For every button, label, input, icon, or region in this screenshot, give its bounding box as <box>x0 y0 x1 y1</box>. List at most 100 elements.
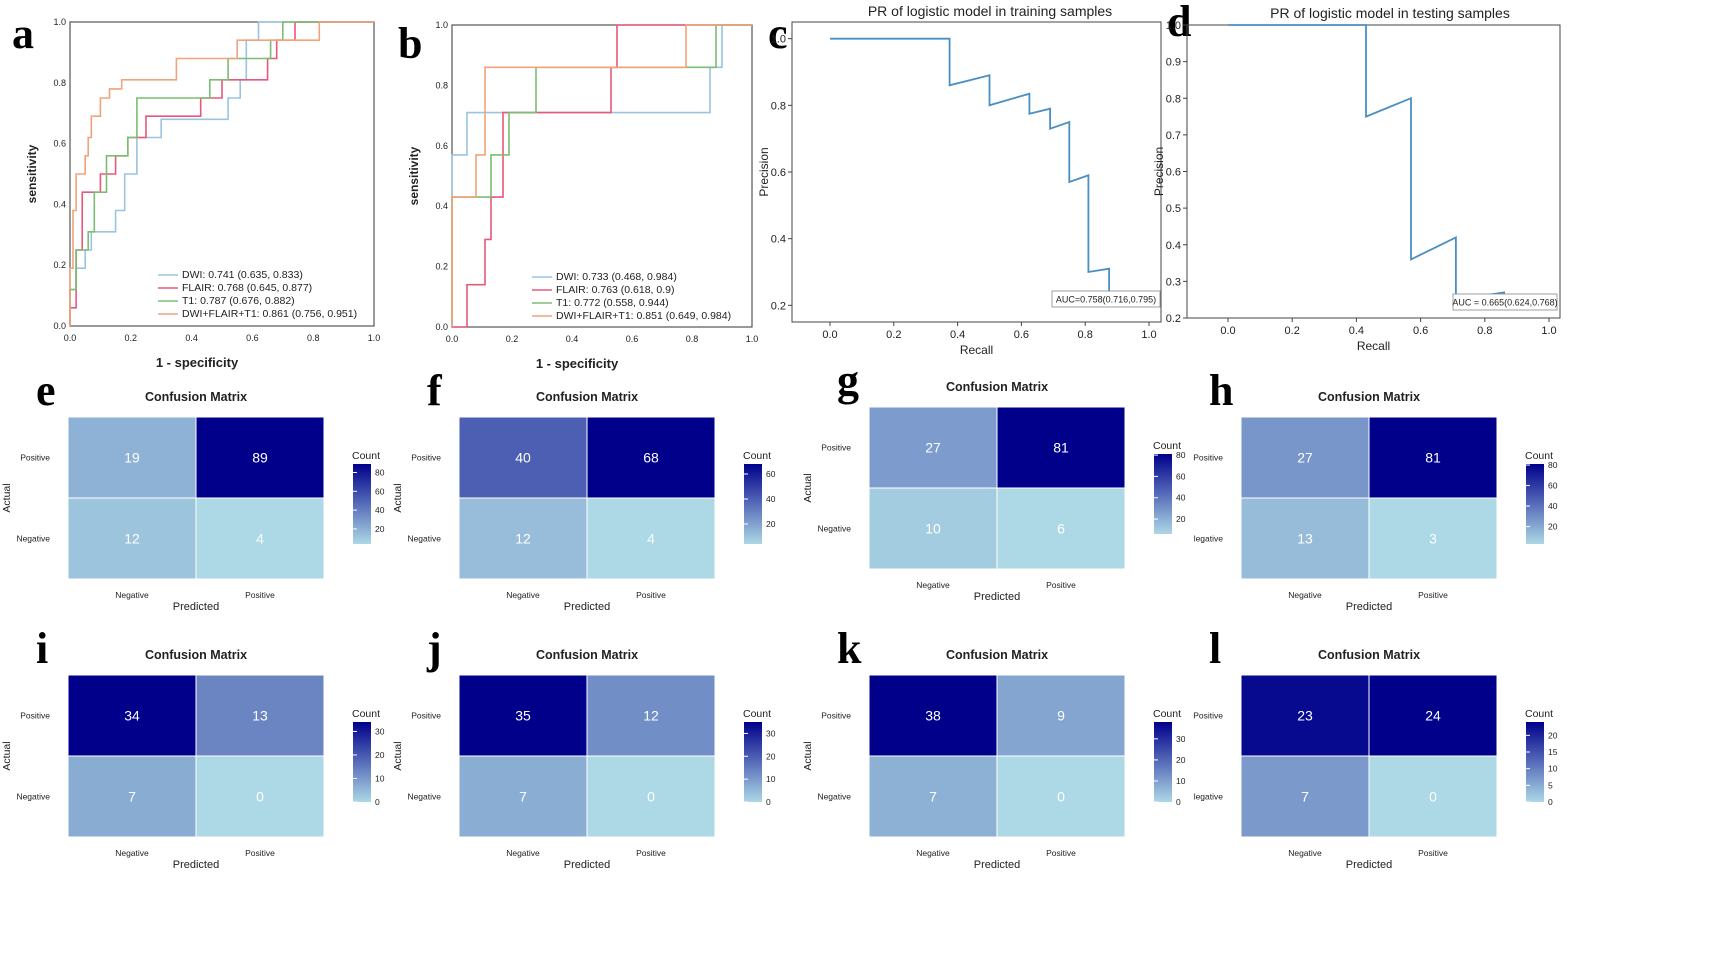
panel-letter: g <box>837 356 859 405</box>
legend-tick-label: 20 <box>1176 514 1186 524</box>
panel-letter: h <box>1209 366 1233 415</box>
matrix-cell-value: 3 <box>1429 531 1437 547</box>
legend-tick-label: 20 <box>1176 755 1186 765</box>
panel-letter: i <box>36 624 48 673</box>
x-axis-label: 1 - specificity <box>156 355 239 370</box>
y-tick-label: 0.2 <box>53 260 66 270</box>
legend-tick-label: 60 <box>375 486 385 496</box>
x-tick-label: 0.8 <box>686 334 699 344</box>
legend-title: Count <box>1153 440 1181 452</box>
matrix-cell <box>868 755 998 838</box>
matrix-cell <box>67 755 197 838</box>
legend-tick-label: 30 <box>766 728 776 738</box>
matrix-title: Confusion Matrix <box>536 648 638 662</box>
legend-tick-label: 40 <box>766 494 776 504</box>
column-label: Negative <box>916 580 950 590</box>
legend-tick-label: 60 <box>1548 481 1558 491</box>
legend-entry: T1: 0.772 (0.558, 0.944) <box>556 297 669 309</box>
legend-tick-label: 15 <box>1548 747 1558 757</box>
chart-title: PR of logistic model in training samples <box>868 3 1112 19</box>
y-axis-label: sensitivity <box>407 146 421 205</box>
matrix-title: Confusion Matrix <box>1318 390 1420 404</box>
x-axis-label: Predicted <box>974 591 1020 603</box>
row-label: Positive <box>1193 711 1223 721</box>
matrix-cell <box>67 416 197 499</box>
auc-box <box>1452 293 1558 311</box>
matrix-cell <box>1240 755 1370 838</box>
column-label: Positive <box>245 590 275 600</box>
matrix-cell-value: 6 <box>1057 521 1065 537</box>
matrix-cell-value: 81 <box>1425 450 1441 466</box>
matrix-cell-value: 13 <box>252 708 268 724</box>
legend-title: Count <box>1525 708 1553 720</box>
matrix-cell <box>1240 497 1370 580</box>
y-tick-label: 1.0 <box>435 20 448 30</box>
x-tick-label: 0.4 <box>185 333 198 343</box>
matrix-cell <box>868 487 998 570</box>
legend-tick-label: 80 <box>375 467 385 477</box>
matrix-cell-value: 7 <box>1301 789 1309 805</box>
legend-tick-label: 80 <box>1176 450 1186 460</box>
legend-tick-label: 10 <box>766 774 776 784</box>
auc-annotation: AUC=0.758(0.716,0.795) <box>1056 295 1156 305</box>
y-tick-label: 0.7 <box>1166 130 1181 142</box>
matrix-cell-value: 10 <box>925 521 941 537</box>
x-tick-label: 0.8 <box>307 333 320 343</box>
column-label: Negative <box>1288 848 1322 858</box>
x-tick-label: 0.4 <box>566 334 579 344</box>
matrix-cell-value: 12 <box>515 531 531 547</box>
panel-letter: j <box>426 624 442 673</box>
legend-tick-label: 5 <box>1548 780 1553 790</box>
matrix-title: Confusion Matrix <box>946 648 1048 662</box>
legend-tick-label: 0 <box>1548 797 1553 807</box>
color-scale-bar <box>353 464 371 544</box>
matrix-cell <box>996 487 1126 570</box>
y-tick-label: 0.2 <box>771 300 786 312</box>
legend-tick-label: 40 <box>1176 493 1186 503</box>
roc-curve-2 <box>69 21 374 326</box>
matrix-cell <box>1368 416 1498 499</box>
legend-tick-label: 40 <box>375 505 385 515</box>
x-axis-label: Recall <box>960 343 993 357</box>
column-label: Negative <box>115 848 149 858</box>
row-label: Positive <box>821 711 851 721</box>
legend-tick-label: 0 <box>1176 797 1181 807</box>
row-label: Negative <box>817 792 851 802</box>
matrix-cell-value: 0 <box>1429 789 1437 805</box>
x-tick-label: 0.2 <box>506 334 519 344</box>
x-tick-label: 0.6 <box>1014 329 1029 341</box>
row-label: Negative <box>817 524 851 534</box>
x-axis-label: Predicted <box>173 601 219 613</box>
row-label: Positive <box>821 443 851 453</box>
panel-letter: e <box>36 366 56 415</box>
y-tick-label: 0.6 <box>435 141 448 151</box>
matrix-cell-value: 7 <box>929 789 937 805</box>
row-label: legative <box>1194 792 1224 802</box>
roc-curve-3 <box>451 24 752 327</box>
matrix-cell-value: 23 <box>1297 708 1313 724</box>
matrix-cell-value: 9 <box>1057 708 1065 724</box>
x-tick-label: 0.6 <box>1413 325 1428 337</box>
x-tick-label: 0.8 <box>1078 329 1093 341</box>
column-label: Positive <box>1046 580 1076 590</box>
legend-title: Count <box>743 708 771 720</box>
y-tick-label: 1.0 <box>1166 20 1181 32</box>
matrix-cell-value: 12 <box>643 708 659 724</box>
x-tick-label: 1.0 <box>746 334 759 344</box>
chart-title: PR of logistic model in testing samples <box>1270 5 1510 21</box>
panel-letter: f <box>427 366 443 415</box>
matrix-cell-value: 27 <box>925 440 941 456</box>
matrix-cell-value: 0 <box>647 789 655 805</box>
y-tick-label: 0.0 <box>53 321 66 331</box>
y-axis-label: Actual <box>1 741 13 770</box>
legend-tick-label: 60 <box>1176 471 1186 481</box>
matrix-title: Confusion Matrix <box>145 648 247 662</box>
legend-title: Count <box>352 450 380 462</box>
matrix-cell-value: 4 <box>647 531 655 547</box>
x-axis-label: Predicted <box>173 859 219 871</box>
matrix-cell <box>458 755 588 838</box>
pr-plot-frame <box>1186 24 1561 319</box>
roc-curve-0 <box>451 24 752 327</box>
legend-entry: FLAIR: 0.763 (0.618, 0.9) <box>556 284 674 296</box>
matrix-cell-value: 34 <box>124 708 140 724</box>
